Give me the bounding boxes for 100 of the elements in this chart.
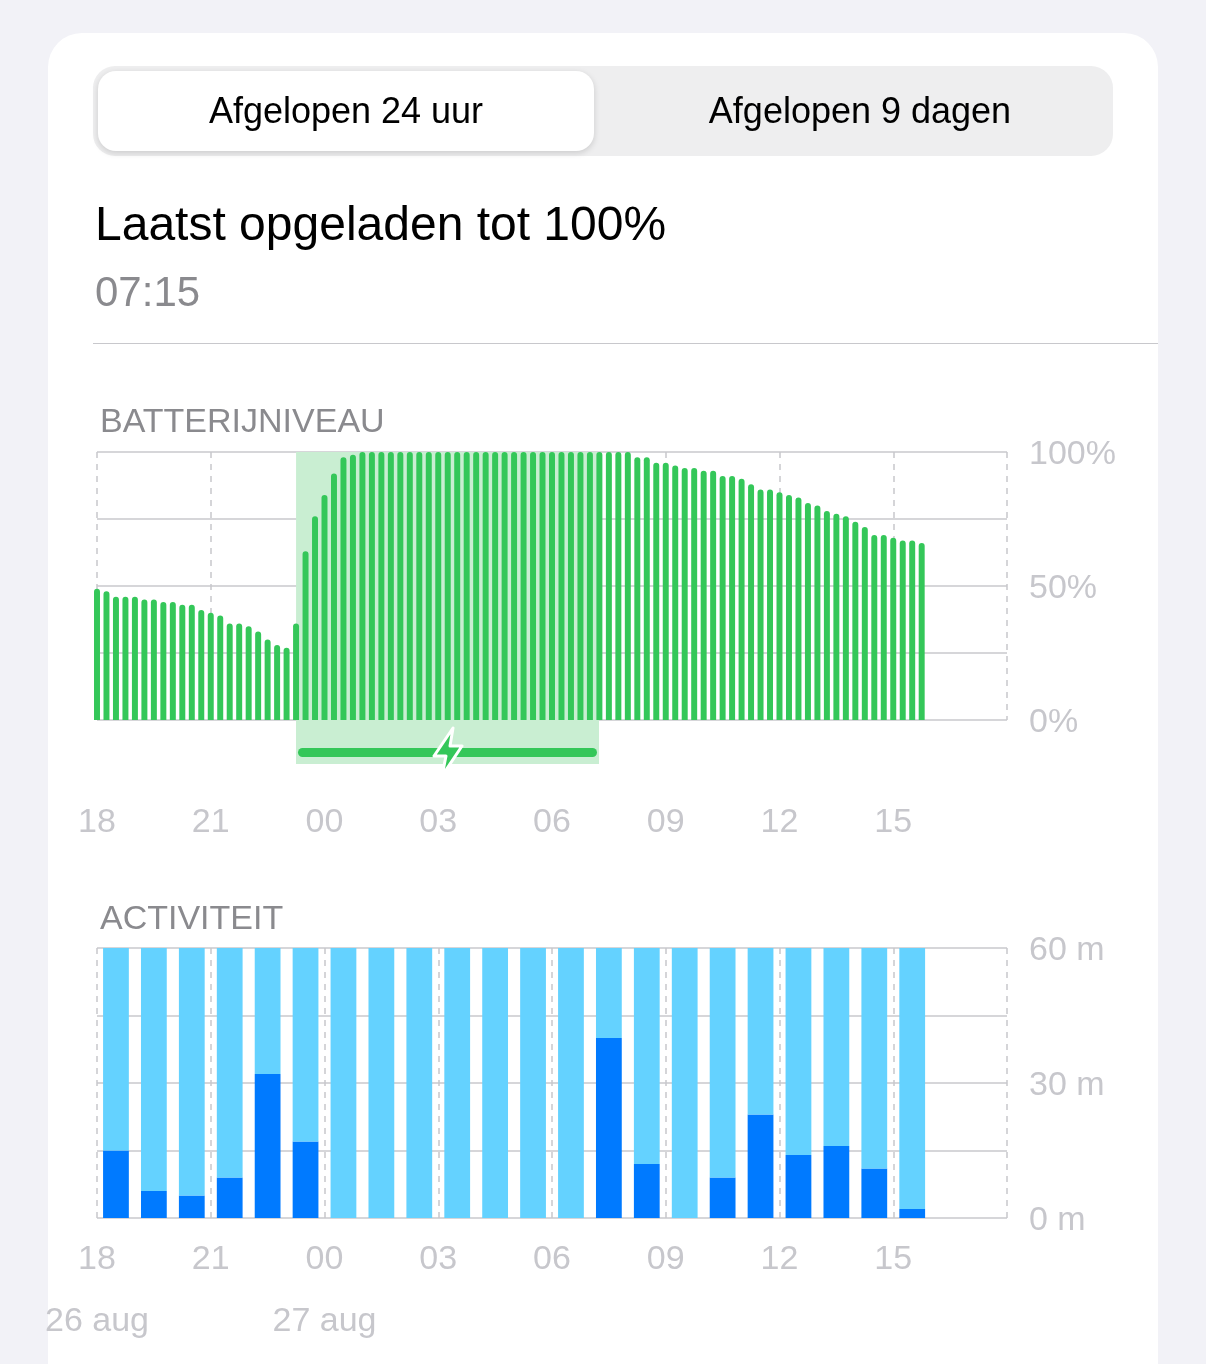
bar: [207, 612, 214, 720]
bar: [122, 596, 129, 720]
bar: [501, 452, 508, 720]
x-tick-label: 09: [646, 1238, 685, 1276]
bar: [558, 452, 565, 720]
bar: [710, 470, 717, 720]
bar: [254, 1074, 281, 1218]
bar: [160, 602, 167, 720]
bar: [539, 452, 546, 720]
bar: [861, 527, 868, 720]
bar: [871, 535, 878, 720]
bar: [596, 452, 603, 720]
bar: [729, 476, 736, 720]
bar: [245, 626, 252, 720]
bar: [795, 497, 802, 720]
bar: [662, 462, 669, 720]
x-tick-label: 06: [533, 801, 571, 839]
bar: [899, 1209, 926, 1218]
bar: [511, 452, 518, 720]
bar: [605, 452, 612, 720]
bar: [747, 948, 774, 1115]
bar: [94, 588, 100, 720]
bar: [567, 452, 574, 720]
bar: [804, 502, 811, 720]
bar: [595, 1038, 622, 1218]
bar: [406, 452, 413, 720]
bar: [520, 948, 546, 1218]
bar: [861, 948, 888, 1169]
x-tick-label: 12: [760, 801, 799, 839]
bar: [681, 468, 688, 720]
bar: [178, 1195, 205, 1218]
bar: [691, 468, 698, 720]
bar: [416, 452, 423, 720]
y-tick-label: 60 m: [1029, 929, 1105, 967]
bar: [785, 494, 792, 720]
bar: [918, 543, 925, 720]
bar: [103, 948, 129, 1151]
text: Afgelopen 24 uur: [98, 71, 594, 151]
bar: [823, 948, 850, 1146]
bar: [633, 1164, 660, 1218]
x-tick-label: 18: [78, 801, 116, 839]
x-tick-label: 03: [419, 801, 458, 839]
bar: [274, 644, 281, 720]
bar: [444, 948, 471, 1218]
bar: [634, 457, 641, 720]
bar: [823, 1146, 850, 1218]
bar: [747, 1114, 774, 1218]
bar: [216, 948, 243, 1178]
bar: [595, 948, 622, 1038]
bar: [482, 948, 509, 1218]
bar: [842, 516, 849, 720]
x-tick-label: 00: [305, 801, 344, 839]
bar: [198, 610, 205, 720]
y-tick-label: 0%: [1029, 701, 1079, 739]
bar: [909, 540, 916, 720]
text: Laatst opgeladen tot 100%: [95, 196, 667, 251]
y-tick-label: 0 m: [1029, 1199, 1086, 1237]
bar: [141, 599, 148, 720]
bar: [359, 452, 366, 720]
bar: [833, 513, 840, 720]
bar: [292, 1141, 319, 1218]
y-tick-label: 100%: [1029, 433, 1116, 471]
bar: [899, 540, 906, 720]
x-tick-label: 00 27 aug: [272, 1238, 377, 1338]
bar: [292, 948, 319, 1142]
x-tick-label: 15: [874, 801, 913, 839]
bar: [653, 462, 660, 720]
bar: [302, 551, 309, 720]
bar: [767, 489, 774, 720]
bar: [757, 489, 764, 720]
bar: [558, 948, 584, 1218]
x-tick-label: 09: [646, 801, 685, 839]
bar: [615, 452, 622, 720]
bar: [217, 615, 224, 720]
bar: [852, 521, 859, 720]
bar: [178, 948, 205, 1196]
x-tick-label: 03: [419, 1238, 458, 1276]
bar: [169, 602, 176, 720]
bar: [140, 1191, 167, 1218]
bar: [103, 591, 110, 720]
x-tick-label: 15: [874, 1238, 913, 1276]
bar: [312, 516, 319, 720]
bar: [482, 452, 489, 720]
bar: [444, 452, 451, 720]
bar: [226, 623, 233, 720]
bar: [624, 452, 631, 720]
bar: [349, 454, 356, 720]
x-tick-label: 21: [191, 1238, 230, 1276]
bar: [520, 452, 527, 720]
bar: [643, 457, 650, 720]
bar: [131, 596, 138, 720]
bar: [672, 465, 679, 720]
bar: [861, 1168, 888, 1218]
bar: [586, 452, 593, 720]
bar: [899, 948, 926, 1209]
bar: [454, 452, 461, 720]
bar: [814, 505, 821, 720]
text: 07:15: [95, 268, 201, 316]
bar: [264, 639, 271, 720]
bar: [890, 537, 897, 720]
